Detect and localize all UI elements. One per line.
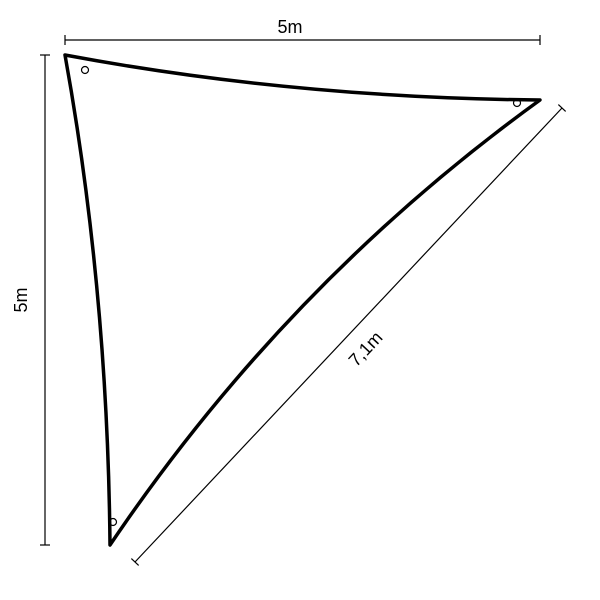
grommet-0 — [82, 67, 89, 74]
dimension-top: 5m — [65, 17, 540, 45]
dimension-top-label: 5m — [277, 17, 302, 37]
sail-outline — [65, 55, 540, 545]
dimension-left: 5m — [11, 55, 50, 545]
shade-sail-diagram: 5m 5m 7,1m — [0, 0, 600, 600]
dimension-left-label: 5m — [11, 287, 31, 312]
dimension-hyp: 7,1m — [131, 105, 565, 566]
dimension-hyp-label: 7,1m — [345, 327, 387, 370]
